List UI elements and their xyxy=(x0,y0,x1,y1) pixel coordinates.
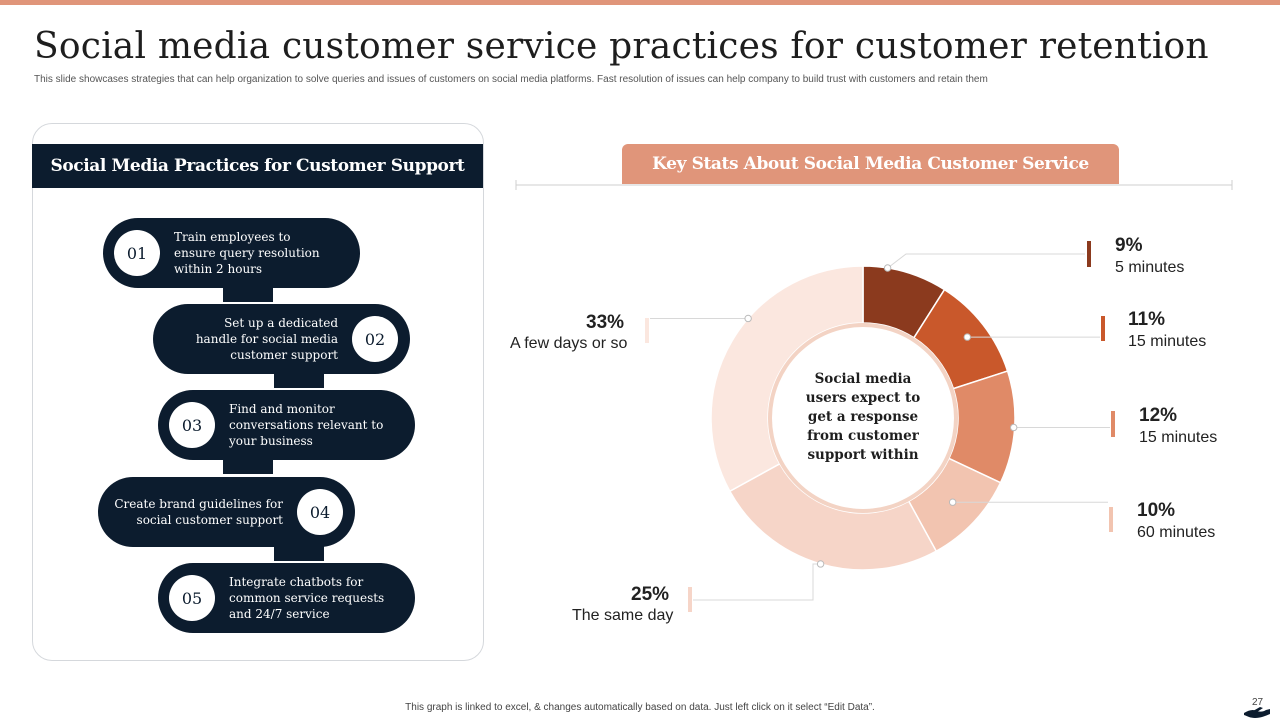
leader-lines xyxy=(645,241,1115,612)
slice-pct-label: 33% xyxy=(586,312,625,333)
leader-dot xyxy=(816,560,825,568)
slice-category-label: 15 minutes xyxy=(1128,333,1207,350)
step-number: 02 xyxy=(352,316,398,362)
page-title: Social media customer service practices … xyxy=(34,26,1209,67)
pill-connector xyxy=(223,286,273,302)
hand-icon xyxy=(1244,707,1270,718)
donut-hole xyxy=(772,327,954,509)
leader-dot xyxy=(948,498,957,506)
leader-line xyxy=(693,563,821,601)
step-number: 01 xyxy=(114,230,160,276)
leader-dot xyxy=(963,333,972,341)
center-text-line: support within xyxy=(807,447,919,463)
practice-item-03: 03 Find and monitor conversations releva… xyxy=(158,390,415,460)
practice-text: Train employees to ensure query resoluti… xyxy=(174,229,320,277)
practice-text-line: social customer support xyxy=(136,513,283,527)
practice-text: Integrate chatbots for common service re… xyxy=(229,574,384,622)
practice-text-line: conversations relevant to xyxy=(229,418,384,432)
slice-pct-label: 10% xyxy=(1137,500,1176,521)
practices-header: Social Media Practices for Customer Supp… xyxy=(32,144,483,188)
practice-text-line: Set up a dedicated xyxy=(224,316,338,330)
center-text-line: users expect to xyxy=(805,390,921,406)
stats-header: Key Stats About Social Media Customer Se… xyxy=(622,144,1119,184)
donut-center-text: Social media users expect to get a respo… xyxy=(788,370,938,465)
slice-pct-label: 12% xyxy=(1139,405,1178,426)
page-number: 27 xyxy=(1252,697,1264,708)
practice-text: Set up a dedicated handle for social med… xyxy=(196,315,338,363)
step-number: 05 xyxy=(169,575,215,621)
leader-dot xyxy=(744,314,752,323)
practice-item-04: Create brand guidelines for social custo… xyxy=(98,477,355,547)
leader-line xyxy=(887,253,1085,269)
practice-text-line: within 2 hours xyxy=(174,262,263,276)
practice-text-line: ensure query resolution xyxy=(174,246,320,260)
slice-pct-label: 25% xyxy=(631,584,670,605)
practice-text-line: your business xyxy=(229,434,313,448)
leader-dot xyxy=(1010,423,1018,432)
step-number: 04 xyxy=(297,489,343,535)
pill-connector xyxy=(274,545,324,561)
practice-text-line: Train employees to xyxy=(174,230,291,244)
practice-text-line: Find and monitor xyxy=(229,402,335,416)
top-accent-bar xyxy=(0,0,1280,5)
slice-category-label: The same day xyxy=(572,607,674,624)
page-subtitle: This slide showcases strategies that can… xyxy=(34,74,988,85)
practice-text: Find and monitor conversations relevant … xyxy=(229,401,383,449)
stats-header-rule xyxy=(515,180,1233,190)
leader-dot xyxy=(883,264,892,272)
practice-item-01: 01 Train employees to ensure query resol… xyxy=(103,218,360,288)
practice-text-line: handle for social media xyxy=(195,332,338,346)
footer-note: This graph is linked to excel, & changes… xyxy=(405,702,875,713)
slice-pct-label: 11% xyxy=(1128,309,1165,330)
slice-category-label: 5 minutes xyxy=(1115,259,1185,276)
practice-text-line: Integrate chatbots for xyxy=(229,575,364,589)
practice-text: Create brand guidelines for social custo… xyxy=(114,496,283,528)
slice-category-label: 60 minutes xyxy=(1137,524,1216,541)
practice-text-line: and 24/7 service xyxy=(229,607,330,621)
donut-inner-ring xyxy=(768,323,958,513)
center-text-line: get a response xyxy=(807,409,919,425)
center-text-line: from customer xyxy=(807,428,919,444)
practice-item-05: 05 Integrate chatbots for common service… xyxy=(158,563,415,633)
pill-connector xyxy=(223,458,273,474)
pill-connector xyxy=(274,372,324,388)
slice-category-label: 15 minutes xyxy=(1139,429,1218,446)
practice-item-02: Set up a dedicated handle for social med… xyxy=(153,304,410,374)
practice-text-line: Create brand guidelines for xyxy=(114,497,283,511)
step-number: 03 xyxy=(169,402,215,448)
slice-pct-label: 9% xyxy=(1115,235,1143,256)
practice-text-line: common service requests xyxy=(229,591,385,605)
slice-category-label: A few days or so xyxy=(510,335,628,352)
practice-text-line: customer support xyxy=(230,348,338,362)
center-text-line: Social media xyxy=(814,371,912,387)
